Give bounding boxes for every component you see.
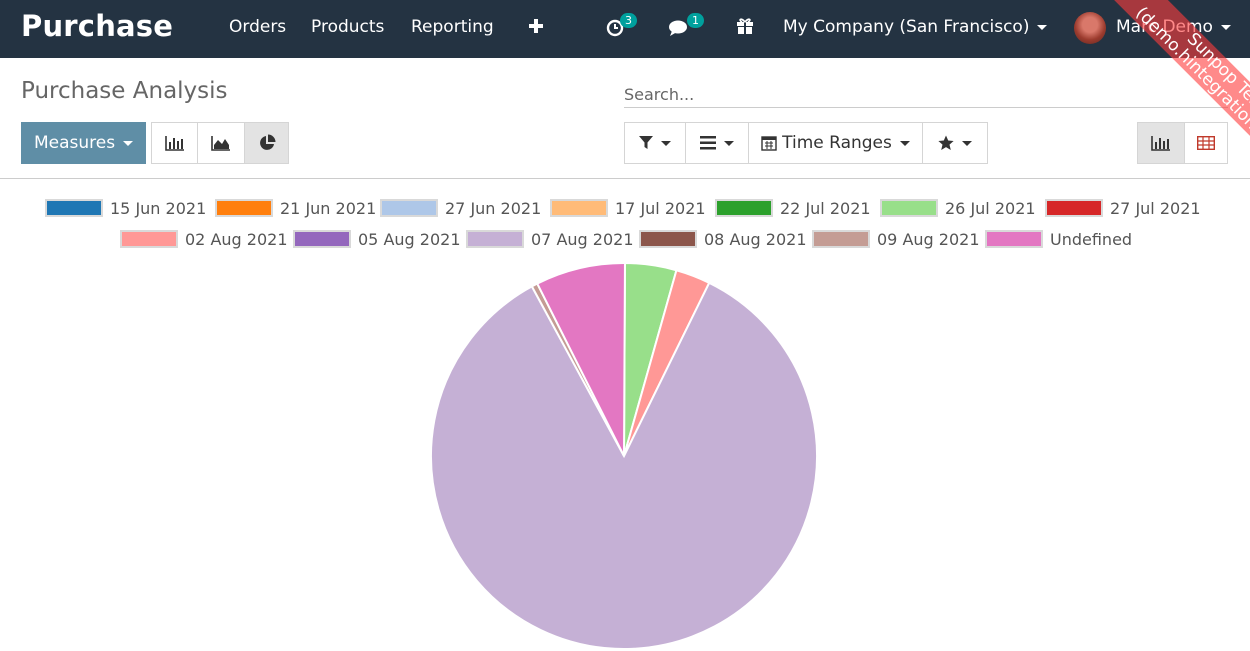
measures-button[interactable]: Measures [21, 122, 146, 164]
pie-chart-icon [259, 134, 275, 150]
legend-swatch [880, 199, 938, 217]
legend-label: 02 Aug 2021 [185, 229, 288, 249]
legend-item[interactable]: 27 Jul 2021 [1045, 198, 1201, 218]
chevron-down-icon [899, 140, 910, 146]
table-icon [1197, 136, 1215, 150]
legend-item[interactable]: 21 Jun 2021 [215, 198, 376, 218]
chevron-down-icon [1220, 24, 1231, 30]
bar-chart-icon [1151, 136, 1170, 151]
company-name: My Company (San Francisco) [783, 17, 1030, 37]
gift-icon[interactable] [736, 16, 754, 40]
legend-label: 21 Jun 2021 [280, 198, 377, 218]
menu-orders[interactable]: Orders [229, 17, 287, 37]
chat-icon[interactable] [669, 18, 691, 42]
legend-label: 07 Aug 2021 [531, 229, 634, 249]
legend-swatch [466, 230, 524, 248]
filters-button[interactable] [624, 122, 686, 164]
legend-swatch [215, 199, 273, 217]
menu-reporting[interactable]: Reporting [411, 17, 494, 37]
pie-chart-mode-button[interactable] [244, 122, 289, 164]
clock-icon[interactable] [606, 18, 624, 42]
legend-item[interactable]: 15 Jun 2021 [45, 198, 206, 218]
legend-label: 09 Aug 2021 [877, 229, 980, 249]
legend-label: 27 Jun 2021 [445, 198, 542, 218]
legend-swatch [812, 230, 870, 248]
pie-slice[interactable] [535, 262, 626, 457]
chevron-down-icon [1037, 24, 1048, 30]
time-ranges-label: Time Ranges [782, 133, 892, 153]
legend-swatch [550, 199, 608, 217]
legend-label: Undefined [1050, 229, 1133, 249]
legend-swatch [45, 199, 103, 217]
favorites-button[interactable] [922, 122, 988, 164]
chevron-down-icon [123, 140, 134, 146]
legend-item[interactable]: 02 Aug 2021 [120, 229, 288, 249]
legend-label: 26 Jul 2021 [945, 198, 1036, 218]
search-input[interactable] [624, 82, 1228, 108]
chevron-down-icon [962, 140, 972, 146]
legend-label: 05 Aug 2021 [358, 229, 461, 249]
app-title[interactable]: Purchase [21, 9, 174, 43]
legend-label: 17 Jul 2021 [615, 198, 706, 218]
bar-chart-icon [164, 136, 184, 151]
top-navbar: Purchase Orders Products Reporting 3 1 M… [0, 0, 1250, 58]
legend-item[interactable]: 17 Jul 2021 [550, 198, 706, 218]
avatar[interactable] [1074, 12, 1106, 44]
legend-label: 22 Jul 2021 [780, 198, 871, 218]
graph-view-button[interactable] [1137, 122, 1185, 164]
chevron-down-icon [661, 140, 671, 146]
company-switcher[interactable]: My Company (San Francisco) [783, 17, 1048, 37]
legend-item[interactable]: 26 Jul 2021 [880, 198, 1036, 218]
list-icon [700, 136, 716, 150]
bar-chart-mode-button[interactable] [151, 122, 198, 164]
pivot-view-button[interactable] [1184, 122, 1228, 164]
chart-area: 15 Jun 2021 21 Jun 2021 27 Jun 2021 17 Jul … [0, 180, 1250, 651]
legend-swatch [380, 199, 438, 217]
legend-swatch [639, 230, 697, 248]
chevron-down-icon [724, 140, 734, 146]
time-ranges-button[interactable]: Time Ranges [748, 122, 923, 164]
legend-label: 27 Jul 2021 [1110, 198, 1201, 218]
legend-item[interactable]: 08 Aug 2021 [639, 229, 807, 249]
activity-count-badge: 3 [620, 13, 637, 28]
legend-swatch [1045, 199, 1103, 217]
messages-count-badge: 1 [687, 13, 704, 28]
plus-icon[interactable] [528, 15, 544, 39]
legend-label: 08 Aug 2021 [704, 229, 807, 249]
control-panel: Purchase Analysis Measures Time Ranges [0, 58, 1250, 179]
calendar-icon [761, 136, 777, 151]
user-menu[interactable]: Marc Demo [1116, 17, 1231, 37]
legend-swatch [293, 230, 351, 248]
area-chart-icon [211, 136, 230, 151]
legend-item[interactable]: 22 Jul 2021 [715, 198, 871, 218]
pie-slice[interactable] [430, 281, 818, 650]
line-chart-mode-button[interactable] [197, 122, 245, 164]
menu-products[interactable]: Products [311, 17, 385, 37]
legend-item[interactable]: 09 Aug 2021 [812, 229, 980, 249]
legend-item[interactable]: Undefined [985, 229, 1132, 249]
legend-item[interactable]: 27 Jun 2021 [380, 198, 541, 218]
pie-chart [430, 261, 818, 650]
filter-icon [639, 136, 653, 149]
legend-swatch [715, 199, 773, 217]
legend-swatch [985, 230, 1043, 248]
legend-item[interactable]: 07 Aug 2021 [466, 229, 634, 249]
legend-item[interactable]: 05 Aug 2021 [293, 229, 461, 249]
star-icon [938, 135, 954, 150]
group-by-button[interactable] [685, 122, 749, 164]
legend-swatch [120, 230, 178, 248]
page-title: Purchase Analysis [21, 78, 228, 104]
measures-label: Measures [33, 133, 116, 153]
legend-label: 15 Jun 2021 [110, 198, 207, 218]
user-name: Marc Demo [1116, 17, 1213, 37]
